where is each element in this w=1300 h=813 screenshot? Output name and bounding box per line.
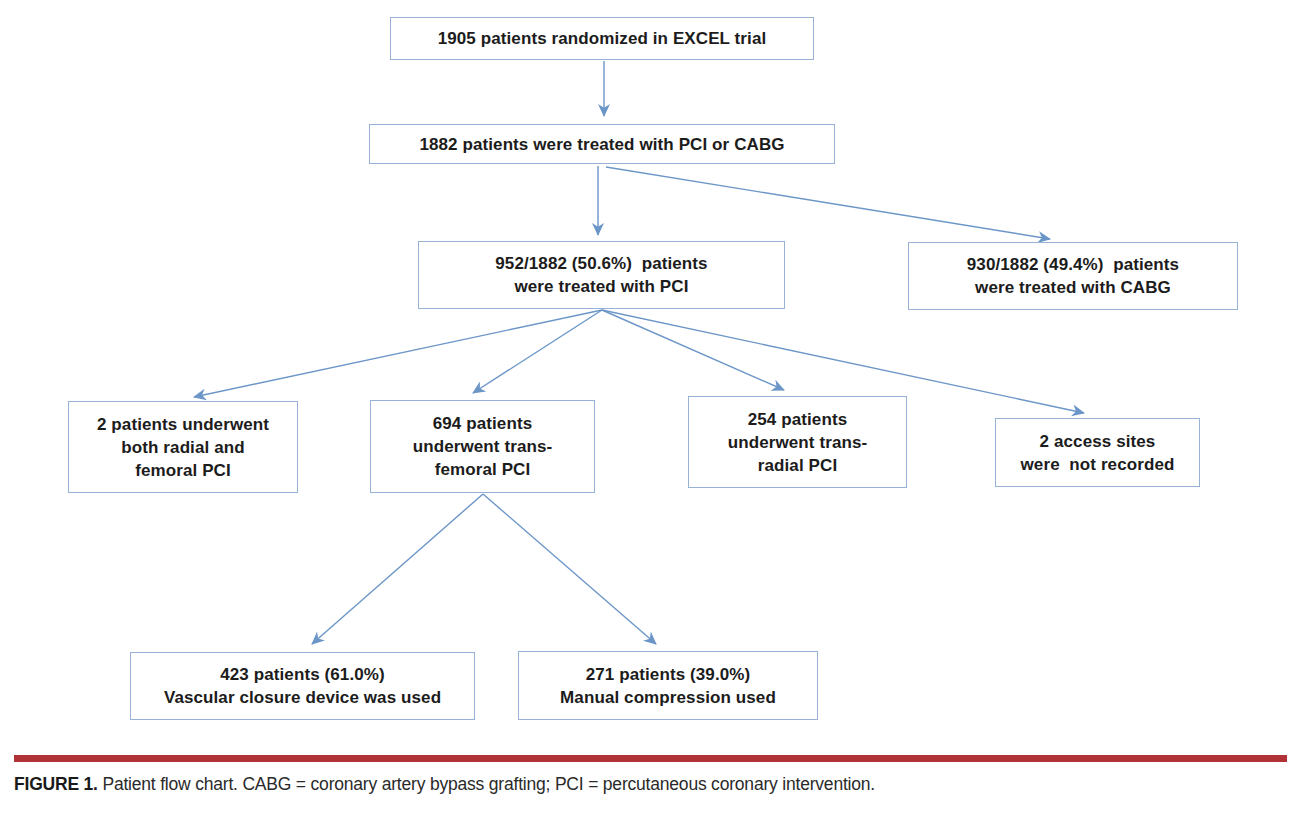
node-manual-compression-label: 271 patients (39.0%) Manual compression …	[560, 663, 776, 709]
arrow-pci-to-transfemoral	[473, 310, 602, 393]
node-cabg-label: 930/1882 (49.4%) patients were treated w…	[967, 253, 1179, 299]
figure-divider-rule	[14, 755, 1287, 762]
node-transfemoral: 694 patients underwent trans- femoral PC…	[370, 400, 595, 493]
node-treated-label: 1882 patients were treated with PCI or C…	[419, 133, 784, 156]
node-randomized-label: 1905 patients randomized in EXCEL trial	[438, 27, 767, 50]
node-not-recorded-label: 2 access sites were not recorded	[1021, 430, 1175, 476]
node-treated: 1882 patients were treated with PCI or C…	[369, 124, 835, 164]
node-randomized: 1905 patients randomized in EXCEL trial	[390, 17, 814, 60]
arrow-pci-to-both-access	[194, 310, 602, 397]
arrow-transfemoral-to-manual-compression	[483, 494, 656, 644]
node-not-recorded: 2 access sites were not recorded	[995, 418, 1200, 487]
node-closure-device-label: 423 patients (61.0%) Vascular closure de…	[164, 663, 441, 709]
figure-canvas: 1905 patients randomized in EXCEL trial …	[0, 0, 1300, 813]
node-transradial-label: 254 patients underwent trans- radial PCI	[728, 408, 868, 477]
figure-caption: FIGURE 1. Patient flow chart. CABG = cor…	[14, 772, 1288, 796]
node-both-access: 2 patients underwent both radial and fem…	[68, 401, 298, 493]
node-both-access-label: 2 patients underwent both radial and fem…	[97, 413, 269, 482]
node-transfemoral-label: 694 patients underwent trans- femoral PC…	[413, 412, 553, 481]
node-transradial: 254 patients underwent trans- radial PCI	[688, 396, 907, 488]
node-pci-label: 952/1882 (50.6%) patients were treated w…	[495, 252, 707, 298]
node-closure-device: 423 patients (61.0%) Vascular closure de…	[130, 652, 475, 720]
node-pci: 952/1882 (50.6%) patients were treated w…	[418, 241, 785, 309]
figure-caption-number: FIGURE 1.	[14, 774, 98, 794]
arrow-treated-to-cabg	[606, 167, 1050, 239]
figure-caption-text: Patient flow chart. CABG = coronary arte…	[102, 774, 875, 794]
arrow-pci-to-transradial	[602, 310, 784, 390]
node-cabg: 930/1882 (49.4%) patients were treated w…	[908, 242, 1238, 310]
arrow-transfemoral-to-closure-device	[312, 494, 483, 644]
node-manual-compression: 271 patients (39.0%) Manual compression …	[518, 651, 818, 720]
